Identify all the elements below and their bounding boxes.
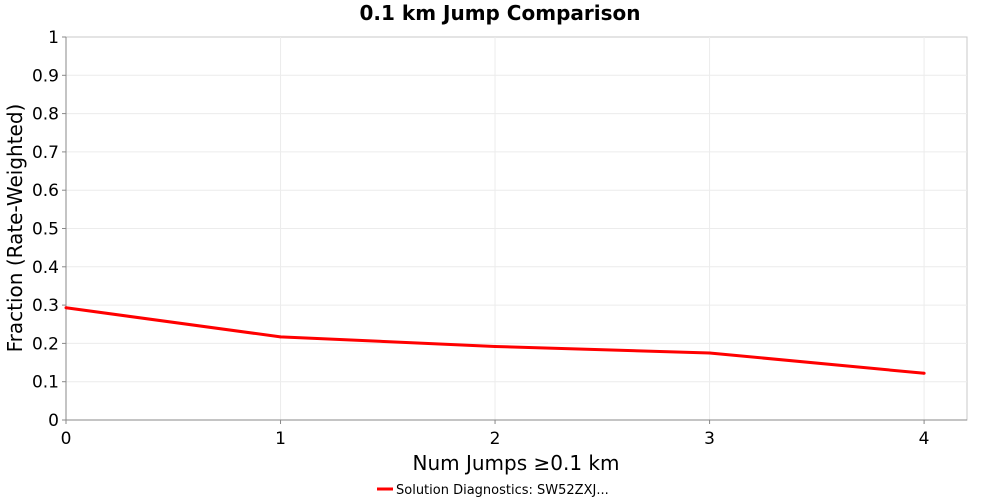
x-axis-label: Num Jumps ≥0.1 km	[413, 451, 620, 475]
tick-labels: 0 0.1 0.2 0.3 0.4 0.5 0.6 0.7 0.8 0.9 1 0 1 2 3 4	[32, 28, 930, 449]
data-point	[493, 344, 497, 348]
y-tick-label: 0.7	[32, 143, 59, 163]
data-point	[708, 351, 712, 355]
x-tick-label: 0	[61, 429, 72, 449]
y-tick-label: 0	[48, 411, 59, 431]
chart-title: 0.1 km Jump Comparison	[360, 1, 641, 25]
data-point	[279, 335, 283, 339]
legend-label: Solution Diagnostics: SW52ZXJ...	[396, 483, 609, 498]
x-tick-label: 4	[919, 429, 930, 449]
y-axis-label: Fraction (Rate-Weighted)	[3, 104, 27, 353]
y-tick-label: 0.6	[32, 181, 59, 201]
x-tick-label: 1	[275, 429, 286, 449]
y-tick-label: 0.4	[32, 258, 59, 278]
y-tick-label: 0.3	[32, 296, 59, 316]
legend: Solution Diagnostics: SW52ZXJ...	[377, 483, 609, 498]
grid	[66, 37, 967, 420]
y-tick-label: 0.5	[32, 220, 59, 240]
y-tick-label: 0.1	[32, 373, 59, 393]
data-point	[64, 306, 68, 310]
series-lines	[64, 306, 926, 375]
x-tick-label: 3	[704, 429, 715, 449]
y-tick-label: 0.8	[32, 105, 59, 125]
y-tick-label: 1	[48, 28, 59, 48]
y-tick-label: 0.2	[32, 334, 59, 354]
y-tick-label: 0.9	[32, 66, 59, 86]
x-tick-label: 2	[490, 429, 501, 449]
data-point	[922, 371, 926, 375]
